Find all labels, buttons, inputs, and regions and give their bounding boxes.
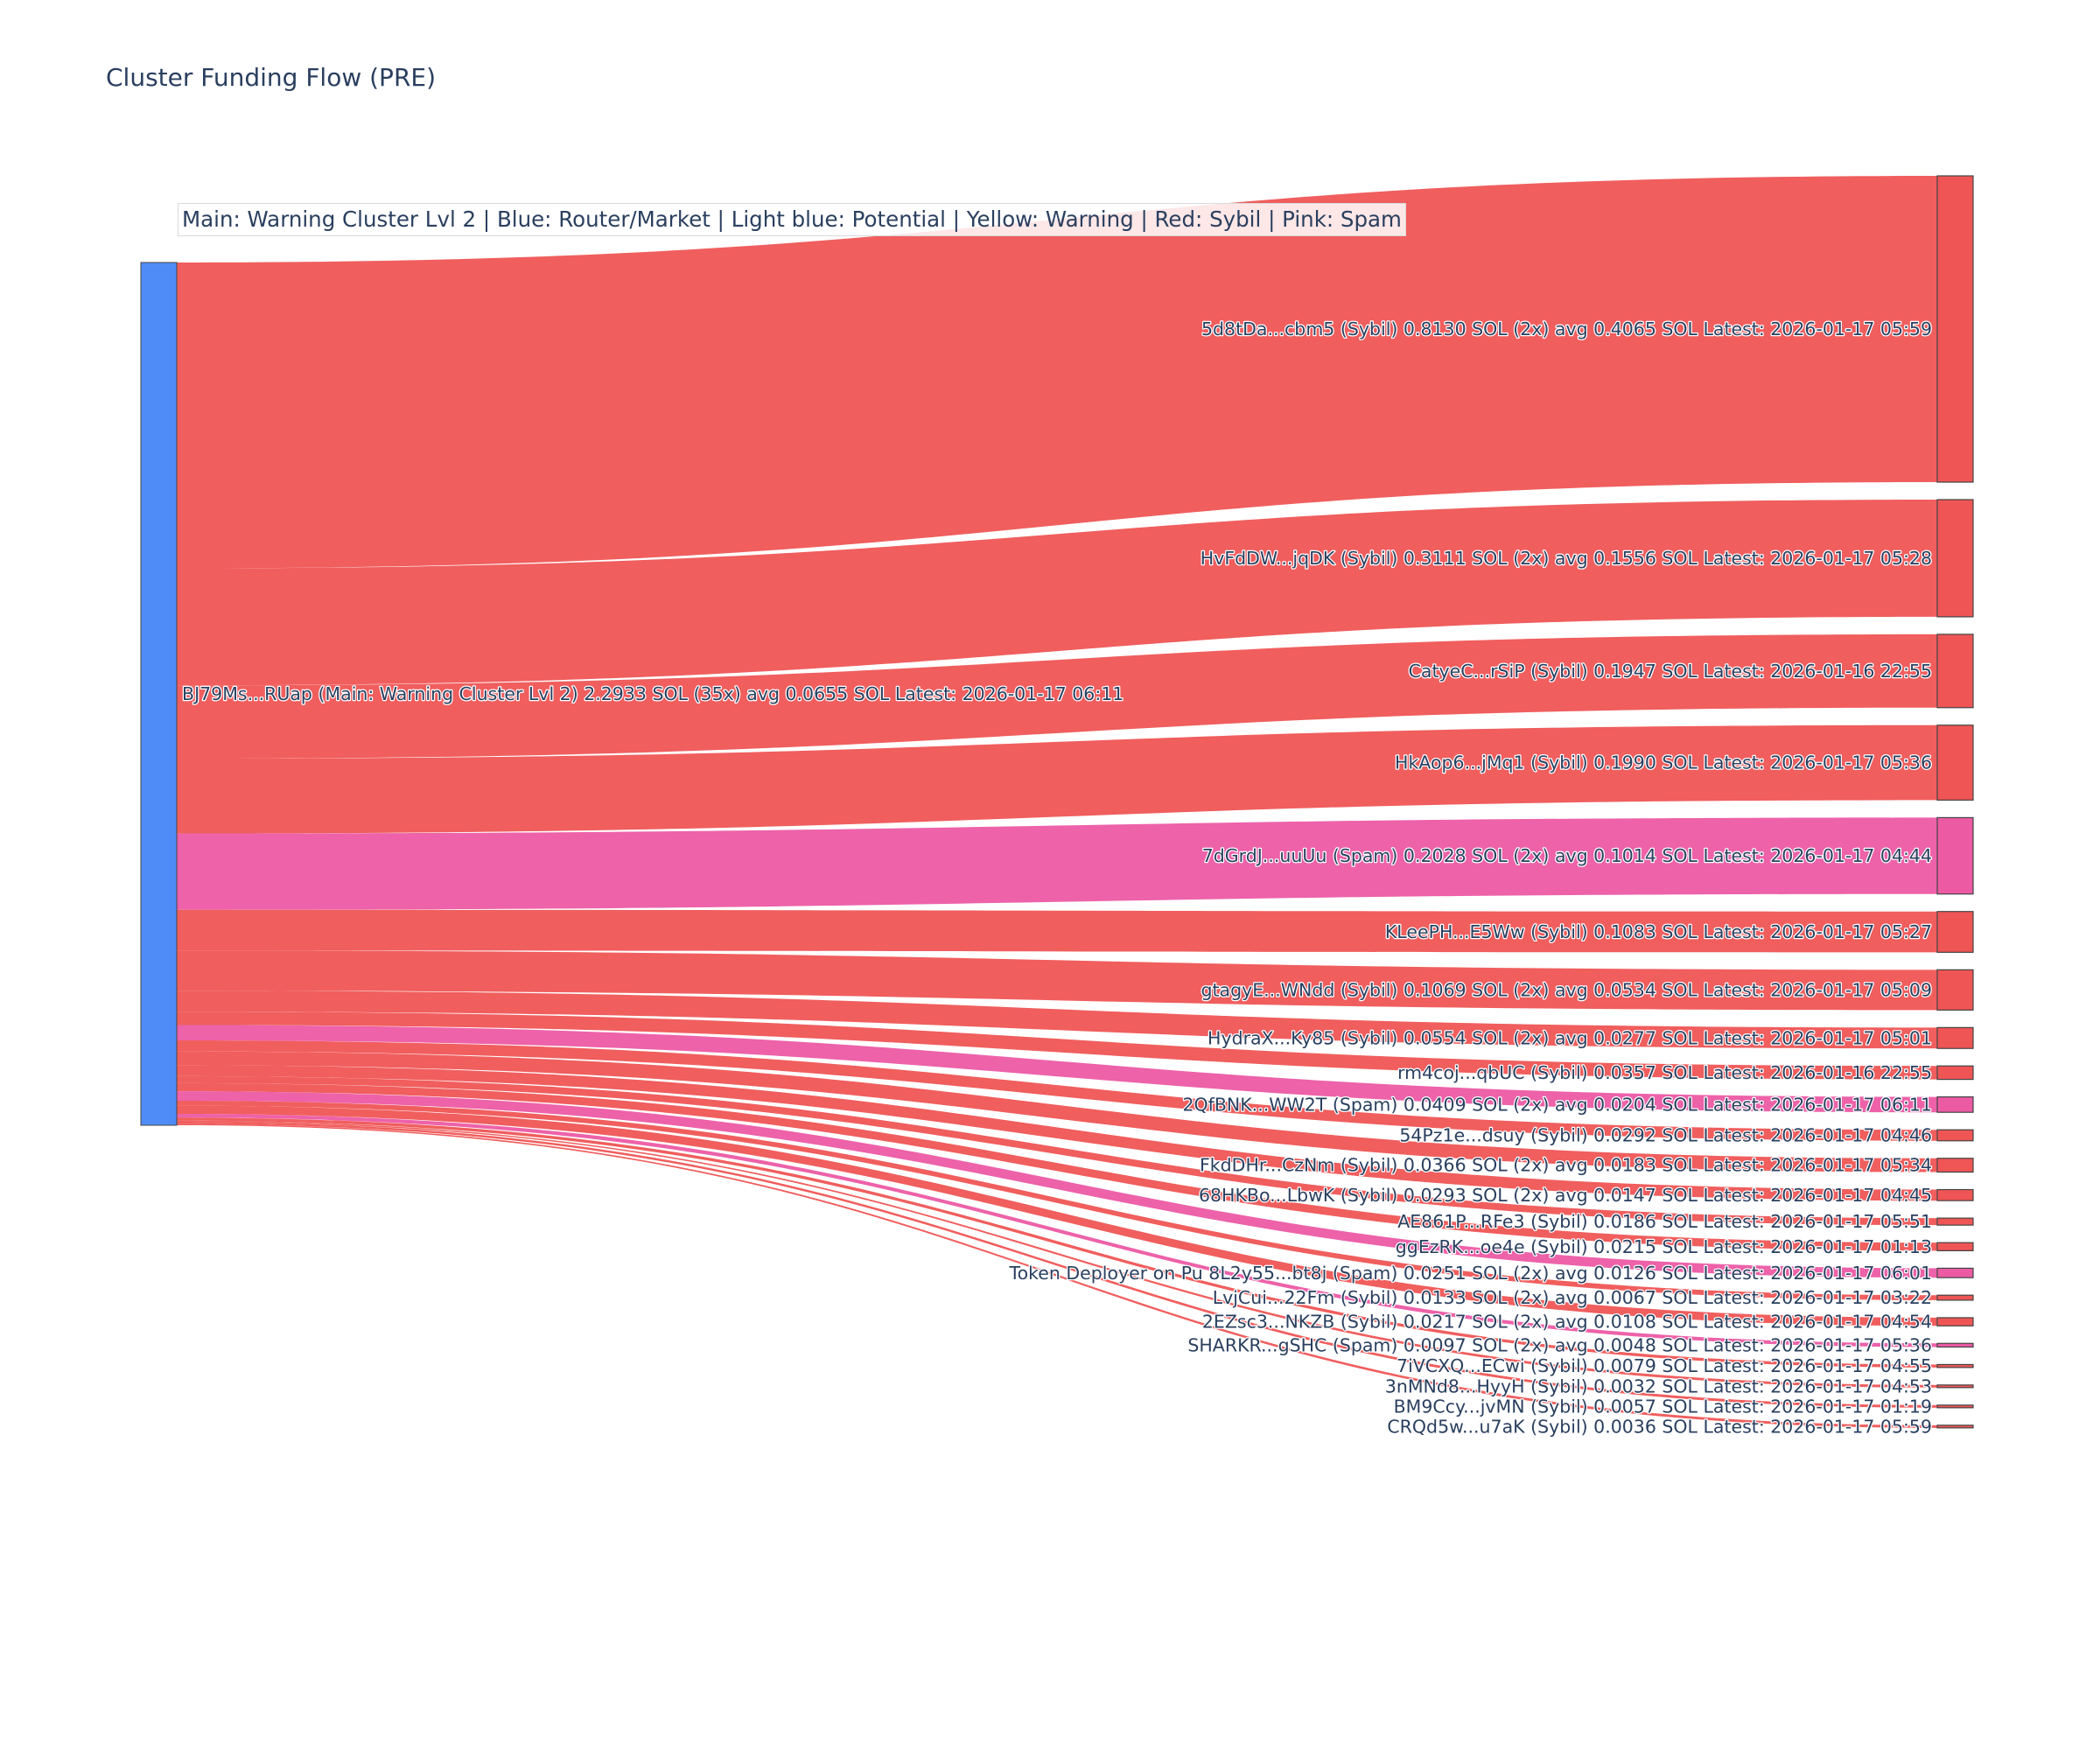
sankey-link-9 xyxy=(177,1012,1937,1080)
sankey-labels: 5d8tDa...cbm5 (Sybil) 0.8130 SOL (2x) av… xyxy=(181,318,1934,1438)
sankey-target-label-9: rm4coj...qbUC (Sybil) 0.0357 SOL Latest:… xyxy=(1397,1062,1932,1083)
sankey-target-node-13[interactable] xyxy=(1936,1188,1974,1201)
sankey-target-label-2: HvFdDW...jqDK (Sybil) 0.3111 SOL (2x) av… xyxy=(1200,548,1932,569)
sankey-target-node-16[interactable] xyxy=(1936,1267,1974,1278)
sankey-link-4 xyxy=(177,724,1937,834)
sankey-target-label-13: 68HKBo...LbwK (Sybil) 0.0293 SOL (2x) av… xyxy=(1199,1185,1932,1206)
sankey-target-label-8: HydraX...Ky85 (Sybil) 0.0554 SOL (2x) av… xyxy=(1208,1027,1932,1048)
sankey-target-label-5: 7dGrdJ...uuUu (Spam) 0.2028 SOL (2x) avg… xyxy=(1202,845,1932,866)
legend-annotation: Main: Warning Cluster Lvl 2 | Blue: Rout… xyxy=(178,203,1406,236)
sankey-target-label-1: 5d8tDa...cbm5 (Sybil) 0.8130 SOL (2x) av… xyxy=(1201,318,1932,340)
sankey-target-node-20[interactable] xyxy=(1936,1363,1974,1368)
sankey-target-label-6: KLeePH...E5Ww (Sybil) 0.1083 SOL Latest:… xyxy=(1385,921,1932,942)
sankey-target-node-11[interactable] xyxy=(1936,1129,1974,1142)
sankey-target-label-10: 2QfBNK...WW2T (Spam) 0.0409 SOL (2x) avg… xyxy=(1182,1094,1932,1115)
sankey-target-node-2[interactable] xyxy=(1936,499,1974,618)
sankey-target-label-17: LvjCui...22Fm (Sybil) 0.0133 SOL (2x) av… xyxy=(1213,1287,1932,1308)
sankey-link-11 xyxy=(177,1040,1937,1141)
sankey-target-label-11: 54Pz1e...dsuy (Sybil) 0.0292 SOL Latest:… xyxy=(1399,1124,1932,1145)
sankey-target-label-4: HkAop6...jMq1 (Sybil) 0.1990 SOL Latest:… xyxy=(1395,752,1932,774)
sankey-link-17 xyxy=(177,1100,1937,1300)
sankey-target-node-1[interactable] xyxy=(1936,175,1974,483)
sankey-link-3 xyxy=(177,634,1937,760)
sankey-link-18 xyxy=(177,1105,1937,1326)
sankey-target-label-7: gtagyE...WNdd (Sybil) 0.1069 SOL (2x) av… xyxy=(1200,979,1932,1000)
sankey-target-node-21[interactable] xyxy=(1936,1384,1974,1389)
sankey-link-12 xyxy=(177,1051,1937,1172)
sankey-link-6 xyxy=(177,909,1937,953)
chart-title: Cluster Funding Flow (PRE) xyxy=(106,63,437,92)
sankey-target-node-23[interactable] xyxy=(1936,1424,1974,1429)
sankey-target-node-9[interactable] xyxy=(1936,1065,1974,1081)
sankey-link-16 xyxy=(177,1091,1937,1278)
sankey-target-node-17[interactable] xyxy=(1936,1294,1974,1301)
sankey-link-14 xyxy=(177,1075,1937,1226)
sankey-target-label-15: ggEzRK...oe4e (Sybil) 0.0215 SOL Latest:… xyxy=(1396,1236,1932,1257)
sankey-link-1 xyxy=(177,176,1937,569)
sankey-source-label: BJ79Ms...RUap (Main: Warning Cluster Lvl… xyxy=(182,683,1124,704)
sankey-link-5 xyxy=(177,817,1937,910)
sankey-link-19 xyxy=(177,1114,1937,1348)
sankey-target-node-7[interactable] xyxy=(1936,969,1974,1011)
sankey-target-label-23: CRQd5w...u7aK (Sybil) 0.0036 SOL Latest:… xyxy=(1387,1416,1932,1437)
sankey-link-10 xyxy=(177,1025,1937,1113)
sankey-link-15 xyxy=(177,1082,1937,1251)
sankey-target-node-14[interactable] xyxy=(1936,1217,1974,1226)
sankey-link-8 xyxy=(177,990,1937,1049)
sankey-target-node-8[interactable] xyxy=(1936,1026,1974,1049)
sankey-target-label-16: Token Deployer on Pu 8L2y55...bt8j (Spam… xyxy=(1009,1263,1932,1284)
sankey-target-node-4[interactable] xyxy=(1936,724,1974,802)
sankey-link-22 xyxy=(177,1121,1937,1408)
sankey-target-label-20: 7iVCXQ...ECwi (Sybil) 0.0079 SOL Latest:… xyxy=(1396,1355,1932,1376)
sankey-target-label-22: BM9Ccy...jvMN (Sybil) 0.0057 SOL Latest:… xyxy=(1394,1396,1932,1417)
sankey-target-node-15[interactable] xyxy=(1936,1242,1974,1252)
sankey-link-20 xyxy=(177,1117,1937,1368)
sankey-target-node-22[interactable] xyxy=(1936,1404,1974,1409)
sankey-target-node-10[interactable] xyxy=(1936,1096,1974,1113)
sankey-target-node-18[interactable] xyxy=(1936,1317,1974,1326)
sankey-link-7 xyxy=(177,950,1937,1011)
sankey-target-node-6[interactable] xyxy=(1936,911,1974,953)
sankey-source-node[interactable] xyxy=(140,262,178,1126)
sankey-link-2 xyxy=(177,500,1937,686)
sankey-target-label-21: 3nMNd8...HyyH (Sybil) 0.0032 SOL Latest:… xyxy=(1385,1376,1932,1396)
sankey-link-23 xyxy=(177,1124,1937,1428)
sankey-target-label-14: AE861P...RFe3 (Sybil) 0.0186 SOL Latest:… xyxy=(1397,1211,1932,1232)
sankey-target-node-12[interactable] xyxy=(1936,1158,1974,1173)
sankey-target-label-12: FkdDHr...CzNm (Sybil) 0.0366 SOL (2x) av… xyxy=(1200,1155,1932,1176)
sankey-target-node-5[interactable] xyxy=(1936,816,1974,895)
sankey-link-13 xyxy=(177,1065,1937,1201)
sankey-target-label-19: SHARKR...gSHC (Spam) 0.0097 SOL (2x) avg… xyxy=(1187,1334,1932,1355)
sankey-target-label-3: CatyeC...rSiP (Sybil) 0.1947 SOL Latest:… xyxy=(1409,661,1932,682)
sankey-target-node-3[interactable] xyxy=(1936,634,1974,709)
sankey-target-label-18: 2EZsc3...NKZB (Sybil) 0.0217 SOL (2x) av… xyxy=(1202,1312,1932,1333)
sankey-target-node-19[interactable] xyxy=(1936,1342,1974,1348)
sankey-link-21 xyxy=(177,1120,1937,1388)
sankey-nodes xyxy=(140,175,1974,1429)
sankey-links xyxy=(177,176,1937,1428)
